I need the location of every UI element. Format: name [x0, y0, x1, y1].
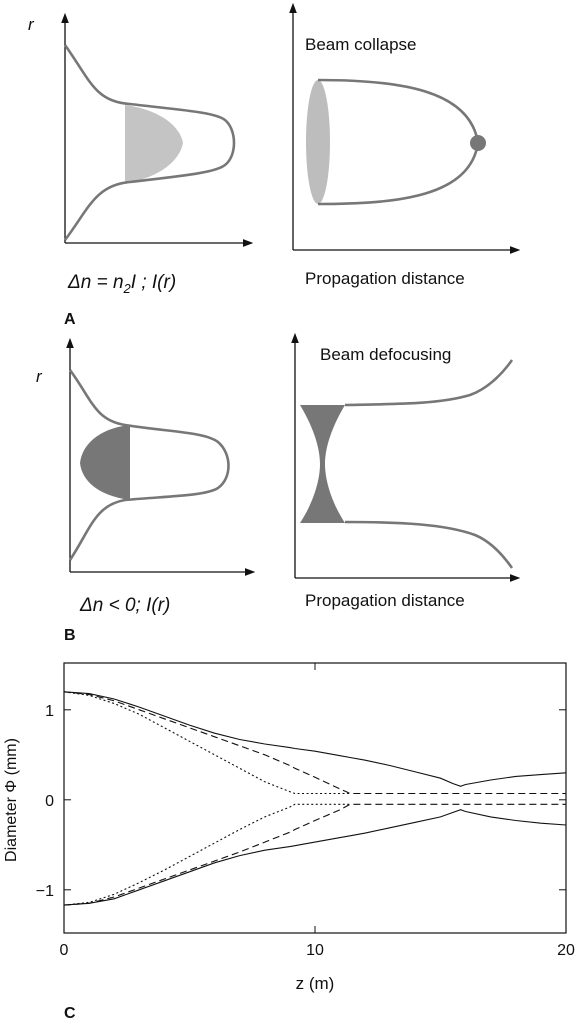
collapse-point: [470, 135, 486, 151]
series-line: [64, 810, 566, 905]
figure: r Beam collapse Δn = n2I ; I(r) Propagat…: [0, 0, 586, 1023]
panel-label: B: [64, 627, 76, 644]
panel-b: r Beam defocusing Δn < 0; I(r) Propagati…: [36, 338, 515, 644]
beam-section: [306, 80, 330, 204]
formula-part: Δn = n: [67, 272, 124, 293]
formula-part: I ; I(r): [131, 272, 176, 293]
beam-envelope: [345, 522, 512, 568]
series-line: [64, 804, 350, 905]
x-tick-label: 0: [60, 942, 69, 959]
series-line: [64, 692, 566, 787]
x-axis-title: z (m): [296, 974, 335, 993]
beam-envelope: [345, 360, 512, 405]
y-tick-label: −1: [36, 883, 54, 900]
panel-label: A: [64, 311, 76, 328]
series-line: [64, 692, 350, 794]
axis-title: Propagation distance: [305, 591, 465, 610]
beam-envelope: [318, 80, 478, 204]
formula: Δn < 0; I(r): [79, 595, 170, 616]
y-tick-label: 1: [45, 703, 54, 720]
panel-a: r Beam collapse Δn = n2I ; I(r) Propagat…: [28, 8, 515, 328]
axis-label: r: [36, 367, 43, 386]
axis-label: r: [28, 15, 35, 34]
panel-title: Beam collapse: [305, 35, 417, 54]
intensity-fill: [125, 105, 183, 183]
intensity-fill: [80, 425, 130, 500]
panel-label: C: [64, 1005, 76, 1022]
axis-title: Propagation distance: [305, 269, 465, 288]
beam-section: [300, 405, 345, 523]
y-axis-title: Diameter Φ (mm): [3, 738, 20, 862]
x-tick-label: 20: [557, 942, 575, 959]
formula: Δn = n2I ; I(r): [67, 272, 176, 296]
y-tick-label: 0: [45, 793, 54, 810]
panel-title: Beam defocusing: [320, 345, 451, 364]
plot-frame: [64, 663, 566, 933]
x-tick-label: 10: [306, 942, 324, 959]
